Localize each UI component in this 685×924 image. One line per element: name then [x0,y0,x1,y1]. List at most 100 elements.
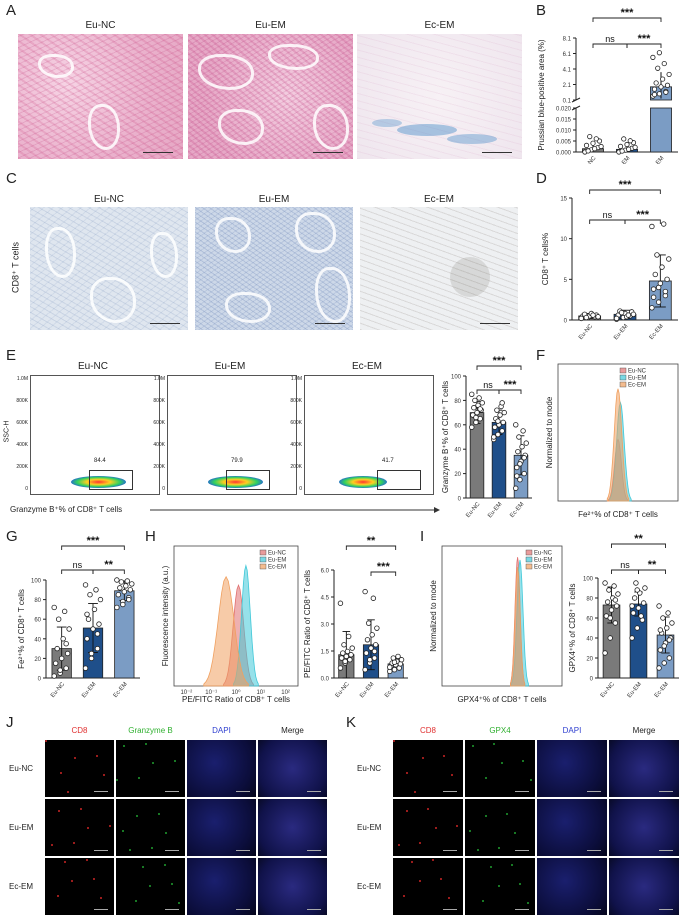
data-point [633,580,639,586]
chart-d: 0 5 10 15 CD8⁺ T cells% Eu-NC Eu-EM Ec-EM ns *** *… [541,179,678,341]
panel-k-image-cell [609,740,679,797]
data-point [129,581,135,587]
data-point [52,660,59,666]
data-point [515,448,521,455]
legend-swatch [619,367,627,374]
data-point [94,631,101,637]
data-point [474,409,480,416]
flow-y-tick-label: 1.0M [16,376,28,382]
data-point [51,604,57,611]
data-point [55,616,62,622]
data-point [371,655,378,661]
y-tick-label: 80 [454,399,461,405]
sig-label: ** [104,559,113,571]
data-point [660,76,666,82]
data-point [629,635,635,641]
panel-label-f: F [536,347,546,364]
panel-k-channel-label: DAPI [562,726,582,735]
data-point [54,645,60,652]
data-point [370,595,377,601]
data-point [651,86,658,92]
data-point [592,146,598,152]
legend-swatch [259,549,267,556]
data-point [90,626,96,632]
flow-y-tick-label: 600K [290,420,302,426]
panel-k-image-cell [393,799,463,856]
panel-c-title-3: Ec-EM [424,194,454,205]
data-point [391,659,398,665]
legend-label: Eu-NC [534,551,553,557]
flow-y-tick-label: 400K [16,442,28,448]
data-point [84,611,90,617]
sig-label: *** [493,356,507,367]
panel-j-row-label: Ec-EM [9,881,33,891]
data-point [587,134,593,140]
sig-label: ns [603,210,613,220]
flow-y-tick-label: 600K [16,420,28,426]
data-point [124,578,131,584]
panel-c-image-eu-nc [30,207,188,330]
panel-c-image-eu-em [195,207,353,330]
panel-k-image-cell [465,799,535,856]
data-point [114,604,120,611]
data-point [578,315,584,322]
panel-k-row-label: Ec-EM [357,881,381,891]
hist-x-label: PE/FITC Ratio of CD8⁺ T cells [182,695,290,704]
data-point [662,288,669,295]
data-point [607,615,613,621]
legend-label: Ec-EM [534,565,552,571]
y-tick-label: 4.1 [563,68,572,74]
data-point [82,582,89,588]
flow-y-tick-label: 1.0M [153,376,165,382]
data-point [64,650,71,657]
data-point [590,140,596,146]
sig-bracket [345,545,397,550]
data-point [369,632,375,638]
legend-swatch [525,563,533,570]
data-point [606,587,612,593]
legend-label: Eu-EM [628,376,646,382]
sig-bracket [476,365,522,370]
y-tick-label: 100 [31,579,42,585]
data-point [519,444,525,450]
y-tick-label: 10 [560,237,567,243]
flow-y-tick-label: 0 [162,486,165,492]
panel-j-row-label: Eu-NC [9,763,34,773]
data-point [365,620,372,626]
data-point [513,422,519,428]
y-tick-label: 0 [38,677,42,683]
data-point [656,665,662,671]
panel-k-image-cell [465,740,535,797]
y-tick-label: 1.5 [321,650,330,656]
data-point [607,635,613,641]
data-point [362,666,368,673]
data-point [387,664,393,670]
data-point [338,655,345,661]
data-point [367,657,373,663]
data-point [88,650,95,657]
data-point [126,596,132,603]
hist-i: GPX4⁺% of CD8⁺ T cells Normalized to mode… [429,545,563,704]
legend-swatch [619,381,627,388]
data-point [343,653,350,660]
chart-g: 0 20 40 60 80 100 Fe²⁺% of CD8⁺ T cells Eu-NC Eu… [17,535,140,699]
x-tick-label: Eu-NC [335,681,352,699]
data-point [91,606,98,613]
sig-bracket [589,219,626,224]
panel-k-image-cell [393,858,463,915]
x-tick-label: Ec-EM [113,681,129,699]
hist-y-label: Fluorescence intensity (a.u.) [161,565,170,666]
legend-label: Eu-EM [534,558,552,564]
data-point [344,648,351,655]
data-point [655,299,662,305]
data-point [656,50,662,56]
panel-e-title-3: Ec-EM [352,361,382,372]
sig-label: ns [620,560,630,570]
y-tick-label: 40 [454,448,461,454]
data-point [583,314,589,321]
y-tick-label: 20 [586,657,593,663]
sig-label: *** [638,33,652,45]
flow-y-tick-label: 600K [153,420,165,426]
x-tick-label: Eu-NC [600,681,617,699]
flow-y-tick-label: 400K [153,442,165,448]
